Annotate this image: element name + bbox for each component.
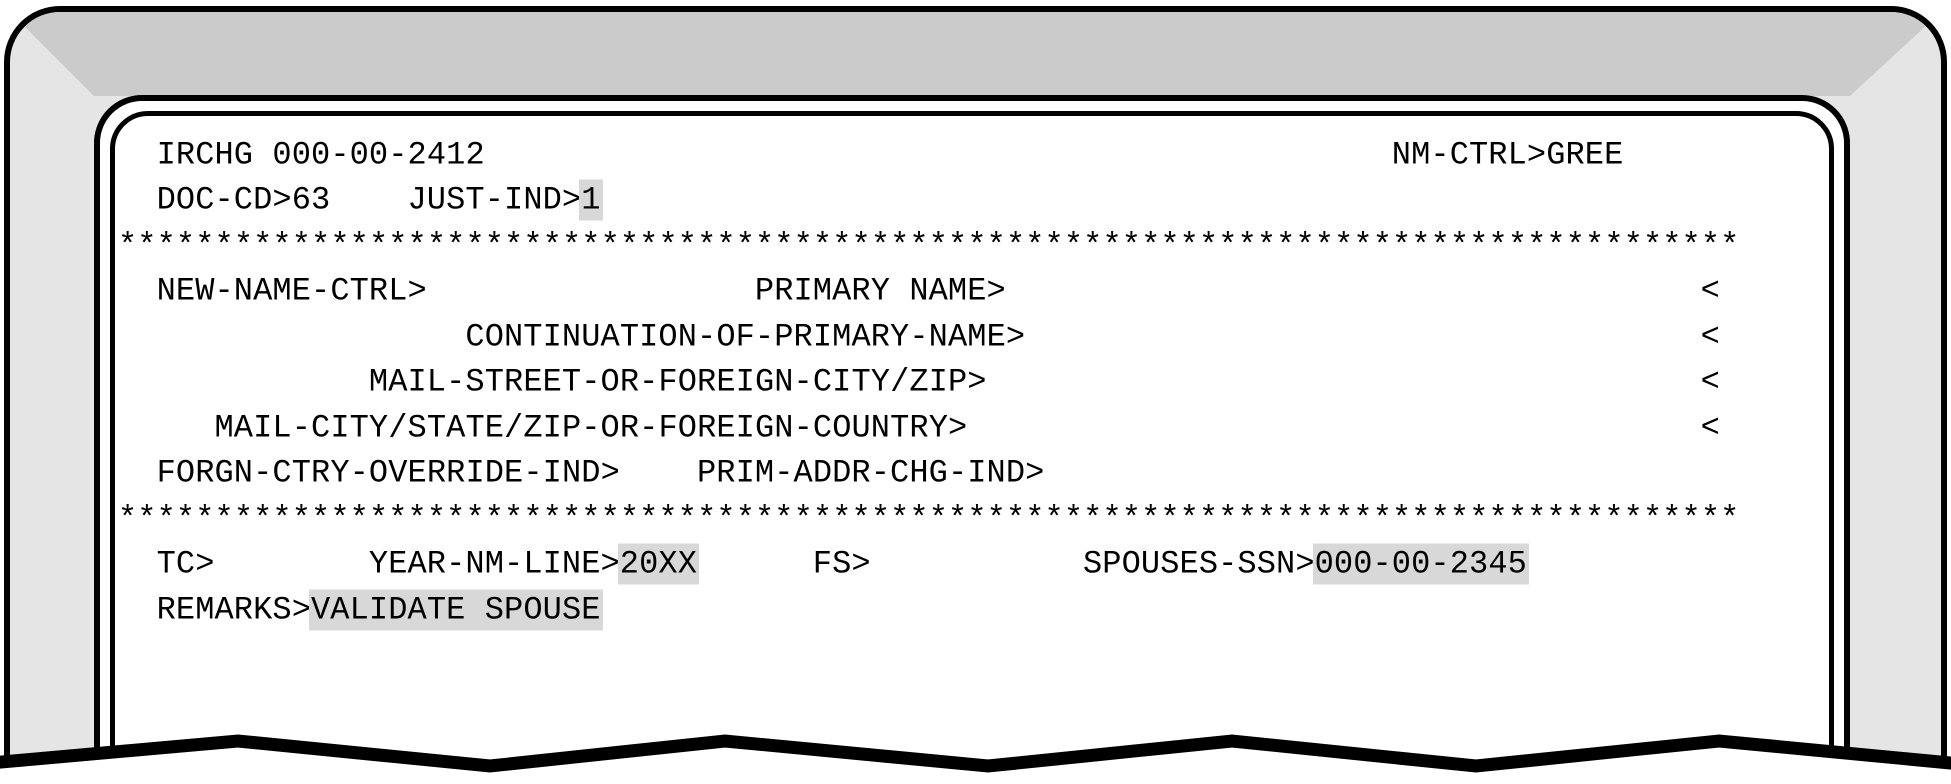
prim-addr-chg-ind-label: PRIM-ADDR-CHG-IND> — [697, 454, 1045, 492]
command-input[interactable]: IRCHG 000-00-2412 — [156, 136, 485, 174]
row-doc-cd: DOC-CD> 63 JUST-IND> 1 — [115, 178, 1829, 224]
row-mail-street: MAIL-STREET-OR-FOREIGN-CITY/ZIP> < — [115, 360, 1829, 406]
mail-street-label: MAIL-STREET-OR-FOREIGN-CITY/ZIP> — [368, 363, 987, 401]
spouses-ssn-value[interactable]: 000-00-2345 — [1314, 545, 1527, 583]
mail-city-label: MAIL-CITY/STATE/ZIP-OR-FOREIGN-COUNTRY> — [214, 409, 968, 447]
remarks-label: REMARKS> — [156, 591, 312, 629]
terminal-text: IRCHG 000-00-2412 NM-CTRL> GREE DOC-CD> 63 JU… — [115, 116, 1829, 779]
fs-label: FS> — [812, 545, 871, 583]
just-ind-label: JUST-IND> — [407, 181, 582, 219]
just-ind-value[interactable]: 1 — [581, 181, 601, 219]
row-tax-fields: TC> YEAR-NM-LINE> 20XX FS> SPOUSES-SSN> 000-0… — [115, 542, 1829, 588]
doc-cd-value[interactable]: 63 — [291, 181, 331, 219]
row-remarks: REMARKS> VALIDATE SPOUSE — [115, 587, 1829, 633]
new-name-ctrl-label: NEW-NAME-CTRL> — [156, 272, 427, 310]
row-separator: ****************************************… — [115, 223, 1829, 269]
year-nm-line-value[interactable]: 20XX — [619, 545, 698, 583]
continuation-of-primary-name-label: CONTINUATION-OF-PRIMARY-NAME> — [465, 318, 1026, 356]
row-separator: ****************************************… — [115, 496, 1829, 542]
torn-edge-fill — [0, 741, 1951, 784]
tc-label: TC> — [156, 545, 215, 583]
nm-ctrl-value[interactable]: GREE — [1546, 136, 1624, 174]
year-nm-line-label: YEAR-NM-LINE> — [368, 545, 620, 583]
row-address-indicators: FORGN-CTRY-OVERRIDE-IND> PRIM-ADDR-CHG-IN… — [115, 451, 1829, 497]
doc-cd-label: DOC-CD> — [156, 181, 292, 219]
row-continuation-name: CONTINUATION-OF-PRIMARY-NAME> < — [115, 314, 1829, 360]
field-end-marker: < — [1700, 318, 1720, 356]
terminal-screen[interactable]: IRCHG 000-00-2412 NM-CTRL> GREE DOC-CD> 63 JU… — [110, 111, 1834, 784]
screen-outer-frame: IRCHG 000-00-2412 NM-CTRL> GREE DOC-CD> 63 JU… — [94, 95, 1850, 784]
field-end-marker: < — [1700, 363, 1720, 401]
row-mail-city: MAIL-CITY/STATE/ZIP-OR-FOREIGN-COUNTRY> < — [115, 405, 1829, 451]
field-end-marker: < — [1700, 272, 1720, 310]
primary-name-label: PRIMARY NAME> — [754, 272, 1006, 310]
separator-asterisks: ****************************************… — [118, 227, 1740, 265]
field-end-marker: < — [1700, 409, 1720, 447]
remarks-value[interactable]: VALIDATE SPOUSE — [311, 591, 601, 629]
torn-edge-line — [0, 734, 1951, 773]
separator-asterisks: ****************************************… — [118, 500, 1740, 538]
nm-ctrl-label: NM-CTRL> — [1391, 136, 1547, 174]
row-name-fields: NEW-NAME-CTRL> PRIMARY NAME> < — [115, 269, 1829, 315]
spouses-ssn-label: SPOUSES-SSN> — [1083, 545, 1315, 583]
row-command-line: IRCHG 000-00-2412 NM-CTRL> GREE — [115, 132, 1829, 178]
torn-edge — [0, 734, 1951, 784]
forgn-ctry-override-ind-label: FORGN-CTRY-OVERRIDE-IND> — [156, 454, 620, 492]
bezel-top-shading — [10, 12, 1941, 96]
